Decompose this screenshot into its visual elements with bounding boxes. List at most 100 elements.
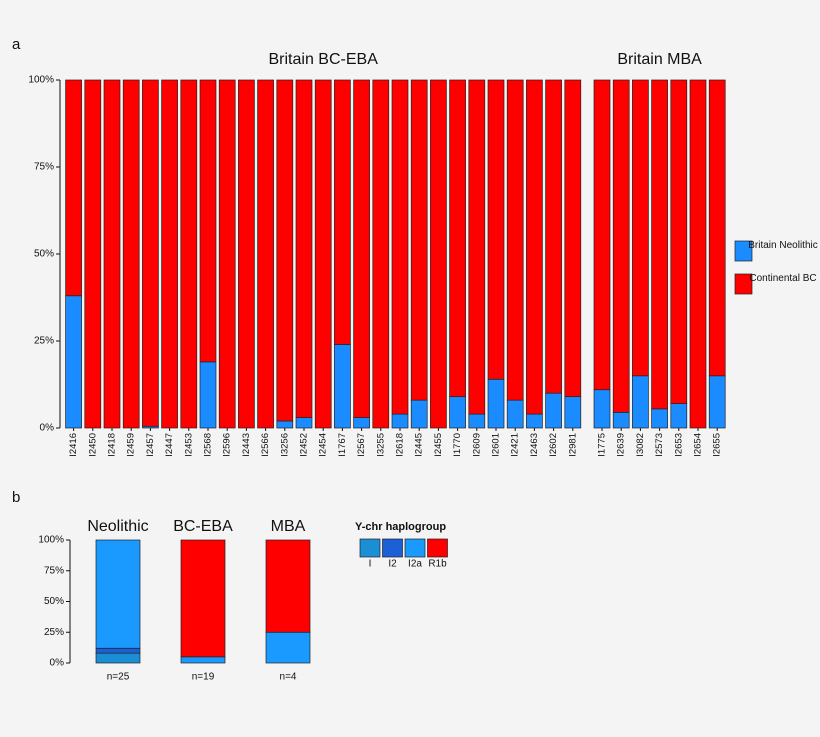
x-tick-label: I2443 xyxy=(241,433,252,457)
legend-swatch xyxy=(404,538,426,558)
bar-segment xyxy=(430,79,447,429)
bar-segment xyxy=(180,539,226,658)
bar-segment xyxy=(180,656,226,664)
legend-swatch xyxy=(734,273,753,295)
bar-segment xyxy=(612,79,630,413)
bar-segment xyxy=(708,79,726,377)
bar-segment xyxy=(95,647,141,654)
category-title: BC-EBA xyxy=(173,518,233,535)
legend-label: Continental BC xyxy=(749,273,817,284)
x-tick-label: I1775 xyxy=(597,433,608,457)
bar-segment xyxy=(65,79,82,297)
bar-segment xyxy=(180,79,198,429)
bar-segment xyxy=(391,79,409,415)
x-tick-label: I1767 xyxy=(337,433,348,457)
x-tick-label: I2596 xyxy=(222,433,233,457)
bar-segment xyxy=(487,378,505,429)
bar-segment xyxy=(103,79,121,429)
legend-swatch xyxy=(359,538,381,558)
bar-segment xyxy=(651,79,668,410)
bar-segment xyxy=(632,375,649,429)
x-tick-label: I2602 xyxy=(548,433,559,457)
x-tick-label: I2567 xyxy=(356,433,367,457)
legend-label: I xyxy=(369,559,372,570)
x-tick-label: I2639 xyxy=(616,433,627,457)
bar-segment xyxy=(487,79,505,380)
legend-label: I2a xyxy=(408,559,422,570)
legend-label: R1b xyxy=(428,559,447,570)
bar-segment xyxy=(199,79,217,363)
bar-segment xyxy=(410,399,428,429)
bar-segment xyxy=(65,295,82,429)
x-tick-label: I2573 xyxy=(654,433,665,457)
legend-label: I2 xyxy=(388,559,397,570)
x-tick-label: I3255 xyxy=(375,433,386,457)
bar-segment xyxy=(545,79,562,394)
x-tick-label: I2421 xyxy=(510,433,521,457)
bar-segment xyxy=(593,79,611,391)
bar-segment xyxy=(257,79,274,429)
x-tick-label: I2418 xyxy=(107,433,118,457)
y-tick-label: 0% xyxy=(50,658,65,669)
bar-segment xyxy=(593,389,611,429)
sample-size: n=25 xyxy=(107,672,130,683)
x-tick-label: I2609 xyxy=(471,433,482,457)
bar-segment xyxy=(468,79,486,415)
panel-label: b xyxy=(12,489,20,506)
x-tick-label: I2655 xyxy=(712,433,723,457)
x-tick-label: I2654 xyxy=(693,433,704,457)
bar-segment xyxy=(670,79,688,404)
x-tick-label: I2453 xyxy=(183,433,194,457)
bar-segment xyxy=(276,420,294,429)
bar-segment xyxy=(161,79,178,429)
bar-segment xyxy=(391,413,409,429)
x-tick-label: I3082 xyxy=(635,433,646,457)
bar-segment xyxy=(95,539,141,649)
x-tick-label: I2463 xyxy=(529,433,540,457)
bar-segment xyxy=(449,396,466,429)
y-tick-label: 75% xyxy=(34,162,54,173)
legend-swatch xyxy=(382,538,403,558)
legend-swatch xyxy=(427,538,448,558)
x-tick-label: I2447 xyxy=(164,433,175,457)
y-tick-label: 25% xyxy=(34,336,54,347)
x-tick-label: I1770 xyxy=(452,433,463,457)
facet-title: Britain BC-EBA xyxy=(269,51,379,68)
bar-segment xyxy=(632,79,649,377)
bar-segment xyxy=(410,79,428,401)
bar-segment xyxy=(670,403,688,429)
bar-segment xyxy=(238,79,255,429)
facet-title: Britain MBA xyxy=(617,51,702,68)
bar-segment xyxy=(95,652,141,664)
x-tick-label: I2457 xyxy=(145,433,156,457)
bar-segment xyxy=(506,79,524,401)
x-tick-label: I2454 xyxy=(318,433,329,457)
bar-segment xyxy=(506,399,524,429)
y-tick-label: 50% xyxy=(44,596,64,607)
x-tick-label: I3256 xyxy=(279,433,290,457)
x-tick-label: I2452 xyxy=(299,433,310,457)
bar-segment xyxy=(314,79,332,429)
bar-segment xyxy=(526,413,543,429)
x-tick-label: I2459 xyxy=(126,433,137,457)
bar-segment xyxy=(276,79,294,422)
legend-label: Britain Neolithic xyxy=(748,240,818,251)
bar-segment xyxy=(372,79,390,429)
panel-label: a xyxy=(12,36,21,53)
bar-segment xyxy=(564,396,582,429)
bar-segment xyxy=(545,392,562,429)
sample-size: n=19 xyxy=(192,672,215,683)
bar-segment xyxy=(612,411,630,429)
bar-segment xyxy=(265,539,311,633)
bar-segment xyxy=(142,79,159,427)
bar-segment xyxy=(468,413,486,429)
x-tick-label: I2450 xyxy=(87,433,98,457)
bar-segment xyxy=(353,417,370,429)
bar-segment xyxy=(295,417,313,429)
bar-segment xyxy=(295,79,313,418)
y-tick-label: 50% xyxy=(34,249,54,260)
x-tick-label: I2445 xyxy=(414,433,425,457)
bar-segment xyxy=(651,408,668,429)
y-tick-label: 100% xyxy=(38,535,64,546)
